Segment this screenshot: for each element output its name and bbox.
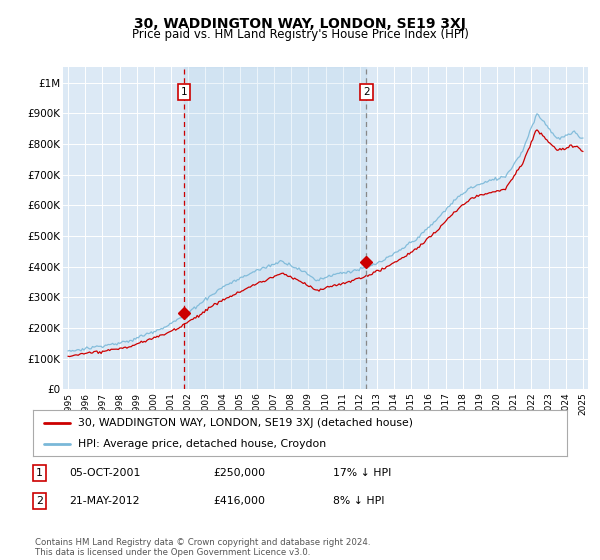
- Bar: [184, 67, 367, 389]
- Text: 17% ↓ HPI: 17% ↓ HPI: [333, 468, 391, 478]
- Text: £416,000: £416,000: [213, 496, 265, 506]
- Text: 30, WADDINGTON WAY, LONDON, SE19 3XJ: 30, WADDINGTON WAY, LONDON, SE19 3XJ: [134, 17, 466, 31]
- Text: 21-MAY-2012: 21-MAY-2012: [69, 496, 139, 506]
- Text: HPI: Average price, detached house, Croydon: HPI: Average price, detached house, Croy…: [79, 439, 326, 449]
- Text: 1: 1: [181, 87, 187, 97]
- Text: 2: 2: [36, 496, 43, 506]
- Text: 8% ↓ HPI: 8% ↓ HPI: [333, 496, 385, 506]
- Text: 30, WADDINGTON WAY, LONDON, SE19 3XJ (detached house): 30, WADDINGTON WAY, LONDON, SE19 3XJ (de…: [79, 418, 413, 428]
- Text: 05-OCT-2001: 05-OCT-2001: [69, 468, 140, 478]
- Text: 1: 1: [36, 468, 43, 478]
- Text: Price paid vs. HM Land Registry's House Price Index (HPI): Price paid vs. HM Land Registry's House …: [131, 28, 469, 41]
- Text: Contains HM Land Registry data © Crown copyright and database right 2024.
This d: Contains HM Land Registry data © Crown c…: [35, 538, 370, 557]
- Text: £250,000: £250,000: [213, 468, 265, 478]
- Text: 2: 2: [363, 87, 370, 97]
